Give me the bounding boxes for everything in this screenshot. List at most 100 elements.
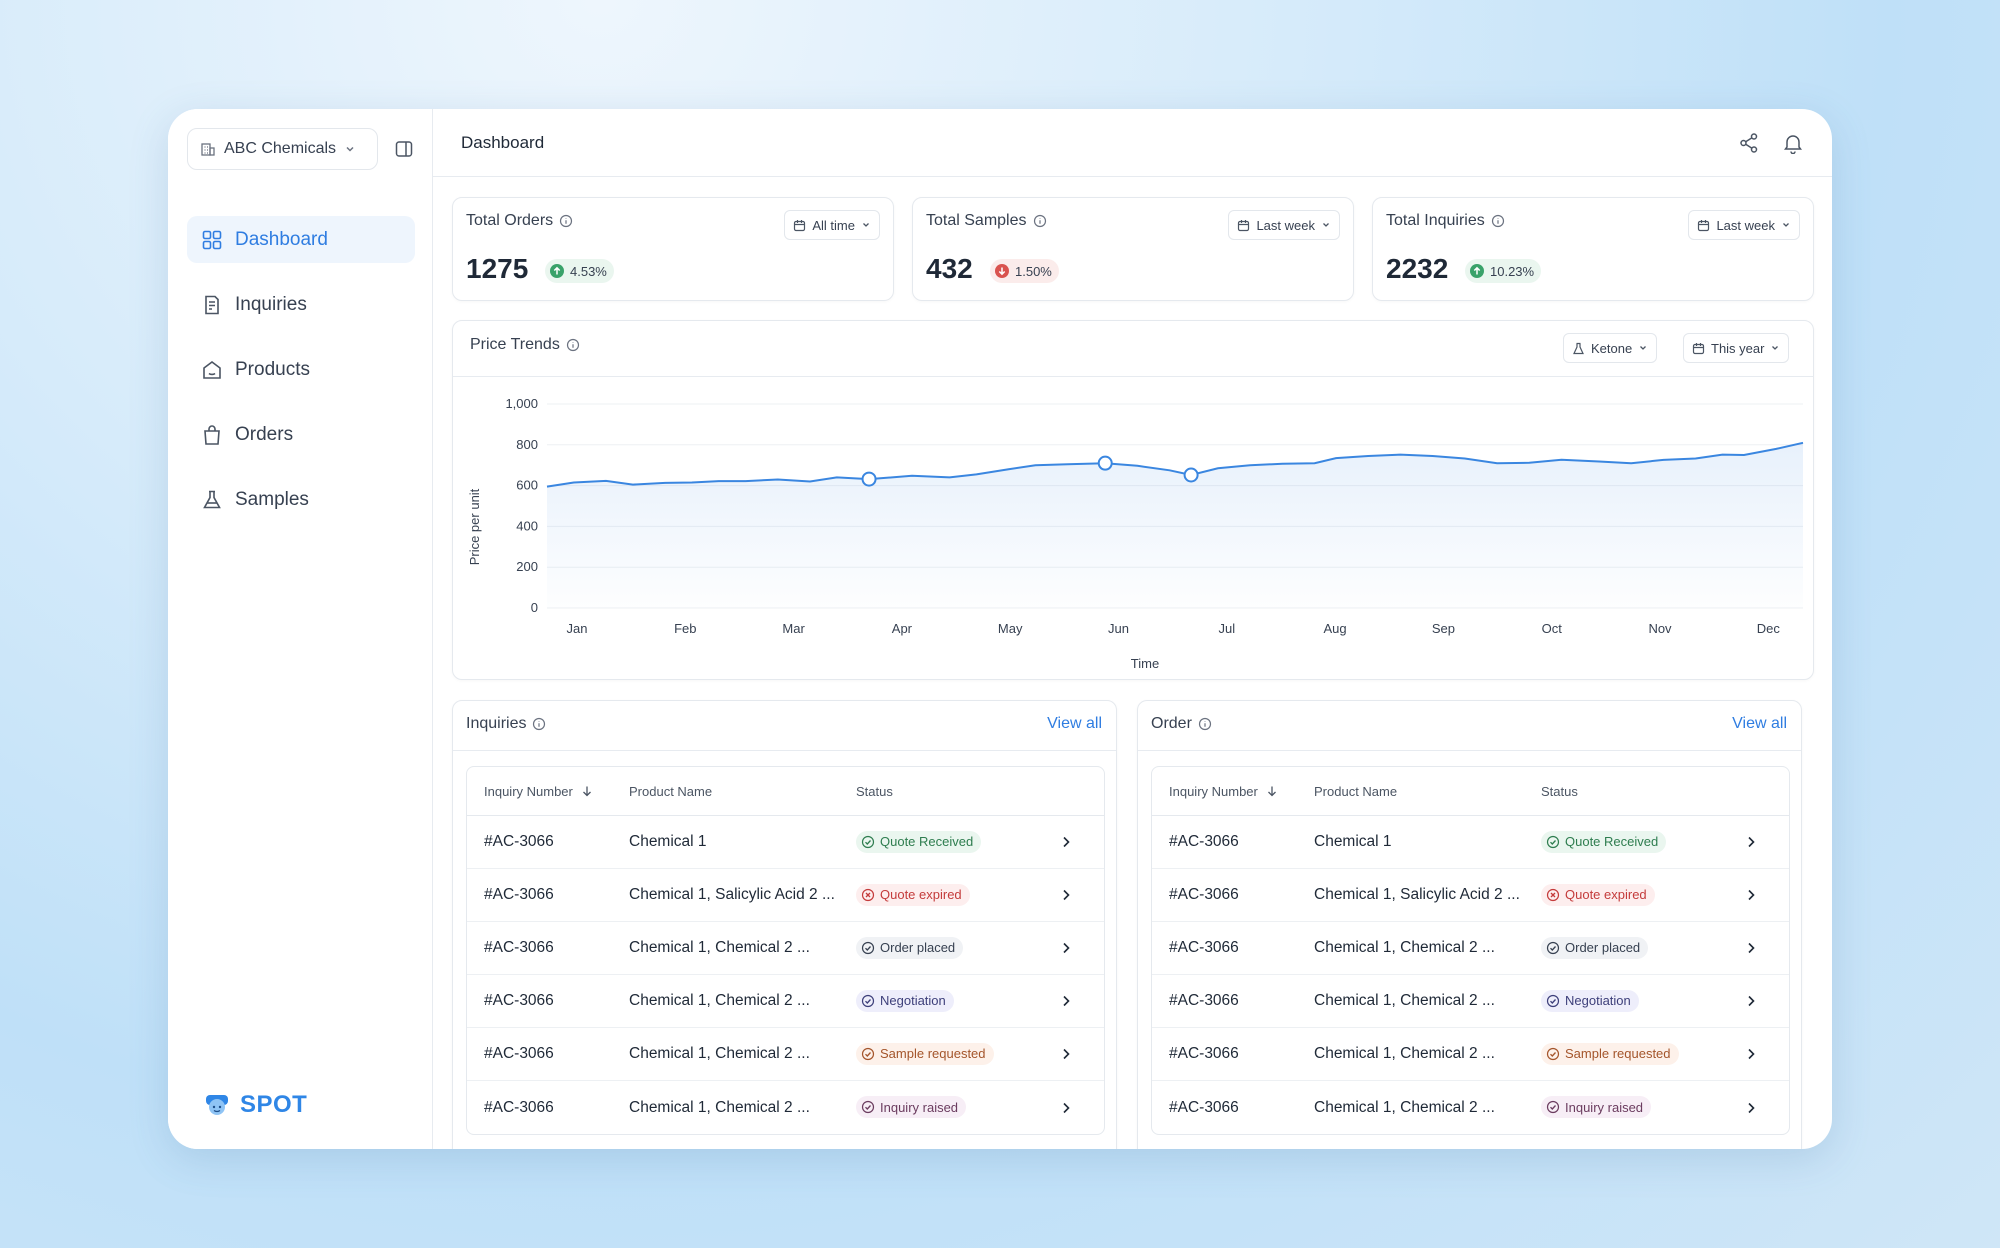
x-tick-label: Jan	[567, 621, 588, 636]
chevron-right-icon[interactable]	[1059, 941, 1073, 955]
info-icon[interactable]	[1033, 214, 1047, 228]
y-tick-label: 600	[516, 478, 538, 493]
sidebar-item-samples[interactable]: Samples	[187, 476, 415, 523]
chevron-down-icon	[1783, 223, 1789, 227]
chevron-right-icon[interactable]	[1744, 835, 1758, 849]
box-icon	[203, 360, 221, 379]
status-badge: Order placed	[856, 936, 964, 959]
info-icon[interactable]	[532, 717, 546, 731]
chevron-right-icon[interactable]	[1744, 888, 1758, 902]
check-circle-icon	[1546, 941, 1560, 954]
share-icon[interactable]	[1738, 132, 1760, 154]
chevron-right-icon[interactable]	[1744, 1047, 1758, 1061]
bag-icon	[204, 424, 220, 445]
sidebar-item-dashboard[interactable]: Dashboard	[187, 216, 415, 263]
table-row[interactable]: #AC-3066 Chemical 1, Chemical 2 ... Order …	[1152, 922, 1789, 975]
chevron-right-icon[interactable]	[1059, 835, 1073, 849]
table-row[interactable]: #AC-3066 Chemical 1, Chemical 2 ... Negoti…	[1152, 975, 1789, 1028]
sidebar: ABC Chemicals Dashboard Inquiries Produc…	[168, 109, 433, 1149]
stat-value: 2232	[1386, 253, 1449, 284]
inquiry-number: #AC-3066	[484, 886, 554, 903]
x-tick-label: Jul	[1218, 621, 1235, 636]
sidebar-toggle-icon[interactable]	[394, 139, 414, 159]
product-name: Chemical 1	[1314, 833, 1392, 850]
x-tick-label: Oct	[1542, 621, 1563, 636]
top-bar: Dashboard	[433, 109, 1832, 177]
sidebar-item-label: Products	[235, 358, 310, 380]
chevron-right-icon[interactable]	[1059, 994, 1073, 1008]
stat-card-samples: Total Samples Last week 432 1.50%	[912, 197, 1354, 301]
org-switcher[interactable]: ABC Chemicals	[187, 128, 378, 170]
bell-icon[interactable]	[1782, 132, 1804, 154]
product-name: Chemical 1, Chemical 2 ...	[629, 992, 810, 1009]
info-icon[interactable]	[1198, 717, 1212, 731]
sidebar-item-inquiries[interactable]: Inquiries	[187, 281, 415, 328]
sidebar-item-orders[interactable]: Orders	[187, 411, 415, 458]
range-dropdown[interactable]: Last week	[1688, 210, 1800, 240]
x-tick-label: Nov	[1648, 621, 1672, 636]
arrow-down-icon	[995, 264, 1009, 278]
chevron-right-icon[interactable]	[1744, 941, 1758, 955]
table-row[interactable]: #AC-3066 Chemical 1 Quote Received	[467, 816, 1104, 869]
data-point[interactable]	[1097, 455, 1113, 471]
change-chip: 4.53%	[545, 259, 614, 283]
chevron-right-icon[interactable]	[1059, 1101, 1073, 1115]
table-row[interactable]: #AC-3066 Chemical 1, Salicylic Acid 2 ...…	[1152, 869, 1789, 922]
x-circle-icon	[1546, 888, 1560, 901]
sidebar-item-label: Orders	[235, 423, 294, 445]
product-filter-label: Ketone	[1591, 340, 1633, 356]
brand-name: SPOT	[240, 1091, 308, 1118]
info-icon[interactable]	[1491, 214, 1505, 228]
sidebar-item-products[interactable]: Products	[187, 346, 415, 393]
table-row[interactable]: #AC-3066 Chemical 1, Chemical 2 ... Inquir…	[1152, 1081, 1789, 1134]
table-row[interactable]: #AC-3066 Chemical 1 Quote Received	[1152, 816, 1789, 869]
info-icon[interactable]	[566, 338, 580, 352]
data-point[interactable]	[861, 471, 877, 487]
inquiry-number: #AC-3066	[484, 1098, 554, 1116]
column-header-inquiry-number[interactable]: Inquiry Number	[1152, 784, 1314, 799]
sidebar-nav: Dashboard Inquiries Products Orders Samp…	[187, 216, 415, 541]
table-row[interactable]: #AC-3066 Chemical 1, Chemical 2 ... Inquir…	[467, 1081, 1104, 1134]
range-dropdown[interactable]: Last week	[1228, 210, 1340, 240]
price-area	[547, 442, 1803, 608]
view-all-link[interactable]: View all	[1732, 715, 1787, 732]
brand-logo: SPOT	[204, 1091, 307, 1119]
range-dropdown[interactable]: All time	[784, 210, 880, 240]
orders-table: Inquiry Number Product Name Status #AC-3…	[1151, 766, 1790, 1135]
view-all-link[interactable]: View all	[1047, 715, 1102, 732]
table-row[interactable]: #AC-3066 Chemical 1, Chemical 2 ... Sample…	[1152, 1028, 1789, 1081]
x-tick-label: Feb	[674, 621, 696, 636]
chevron-right-icon[interactable]	[1744, 994, 1758, 1008]
table-row[interactable]: #AC-3066 Chemical 1, Salicylic Acid 2 ...…	[467, 869, 1104, 922]
table-row[interactable]: #AC-3066 Chemical 1, Chemical 2 ... Sample…	[467, 1028, 1104, 1081]
status-label: Sample requested	[1565, 1046, 1671, 1061]
info-icon[interactable]	[559, 214, 573, 228]
data-point[interactable]	[1183, 467, 1199, 483]
stat-title: Total Orders	[466, 212, 554, 229]
sidebar-item-label: Dashboard	[235, 228, 328, 250]
change-value: 10.23%	[1490, 263, 1535, 279]
main-content: Dashboard Total Orders All time 1275 4.5…	[433, 109, 1832, 1149]
x-tick-label: Sep	[1432, 621, 1455, 636]
x-axis-label: Time	[1131, 656, 1159, 671]
column-header-product: Product Name	[629, 783, 713, 799]
inquiries-card: Inquiries View all Inquiry Number Produc…	[452, 700, 1117, 1149]
chevron-right-icon[interactable]	[1059, 888, 1073, 902]
chevron-right-icon[interactable]	[1744, 1101, 1758, 1115]
arrow-up-icon	[1470, 264, 1484, 278]
table-row[interactable]: #AC-3066 Chemical 1, Chemical 2 ... Negoti…	[467, 975, 1104, 1028]
stat-value: 1275	[466, 253, 529, 284]
table-row[interactable]: #AC-3066 Chemical 1, Chemical 2 ... Order …	[467, 922, 1104, 975]
range-filter-dropdown[interactable]: This year	[1683, 333, 1790, 363]
status-label: Negotiation	[880, 993, 946, 1008]
status-label: Quote expired	[880, 887, 962, 902]
column-header-inquiry-number[interactable]: Inquiry Number	[467, 784, 629, 799]
status-label: Quote Received	[1565, 834, 1659, 849]
chevron-down-icon	[1772, 346, 1779, 350]
flask-icon	[203, 490, 221, 508]
inquiry-number: #AC-3066	[1169, 939, 1239, 956]
flask-icon	[1573, 342, 1584, 354]
product-filter-dropdown[interactable]: Ketone	[1563, 333, 1658, 363]
chevron-right-icon[interactable]	[1059, 1047, 1073, 1061]
section-title: Price Trends	[470, 336, 560, 353]
